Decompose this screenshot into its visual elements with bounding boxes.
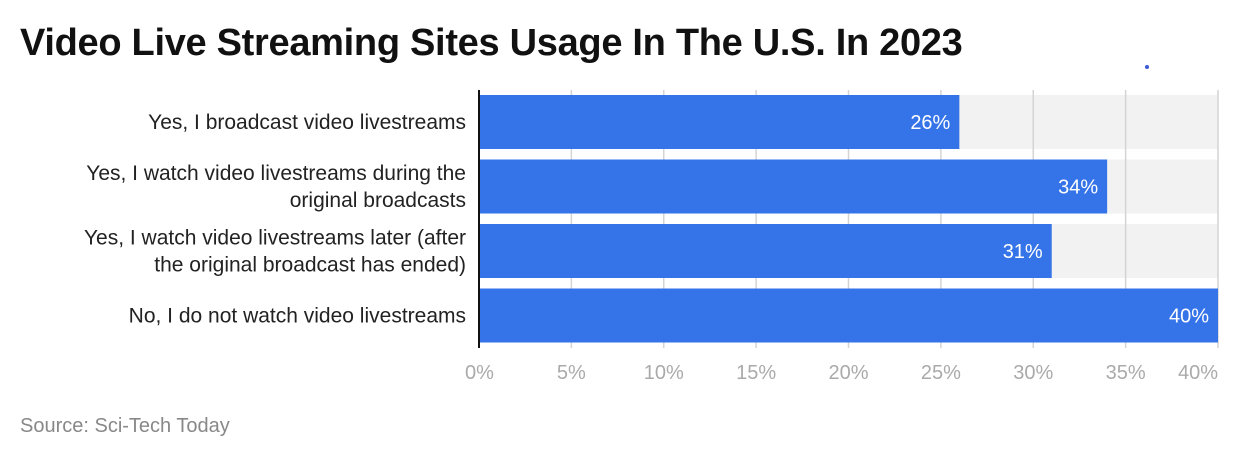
- decorative-dot: [1145, 65, 1149, 69]
- bar: [479, 159, 1108, 214]
- value-labels: 26% 34% 31% 40%: [910, 112, 1209, 328]
- x-tick-label: 10%: [644, 362, 684, 384]
- x-tick-label: 20%: [828, 362, 868, 384]
- value-label: 34%: [1058, 177, 1098, 199]
- source-note: Source: Sci-Tech Today: [20, 415, 230, 437]
- x-tick-label: 25%: [921, 362, 961, 384]
- bar: [479, 95, 960, 149]
- bars: [479, 95, 1218, 343]
- category-label: original broadcasts: [290, 189, 466, 212]
- category-label: the original broadcast has ended): [154, 254, 466, 277]
- value-label: 31%: [1003, 241, 1043, 263]
- x-tick-label: 5%: [557, 362, 586, 384]
- bar: [479, 224, 1052, 278]
- x-tick-label: 40%: [1178, 362, 1218, 384]
- x-tick-label: 15%: [736, 362, 776, 384]
- category-label: Yes, I watch video livestreams during th…: [86, 162, 466, 185]
- value-label: 26%: [910, 112, 950, 134]
- x-tick-label: 0%: [465, 362, 494, 384]
- category-label: Yes, I broadcast video livestreams: [148, 111, 466, 134]
- chart-title: Video Live Streaming Sites Usage In The …: [20, 22, 963, 64]
- x-tick-label: 35%: [1106, 362, 1146, 384]
- value-label: 40%: [1169, 306, 1209, 328]
- category-label: No, I do not watch video livestreams: [129, 305, 466, 328]
- category-labels: Yes, I broadcast video livestreams Yes, I…: [84, 111, 466, 328]
- x-tick-label: 30%: [1013, 362, 1053, 384]
- bar-chart: 26% 34% 31% 40% Yes, I broadcast video live…: [84, 90, 1219, 384]
- bar: [479, 288, 1218, 343]
- x-tick-labels: 0% 5% 10% 15% 20% 25% 30% 35% 40%: [465, 362, 1218, 384]
- category-label: Yes, I watch video livestreams later (af…: [84, 227, 466, 250]
